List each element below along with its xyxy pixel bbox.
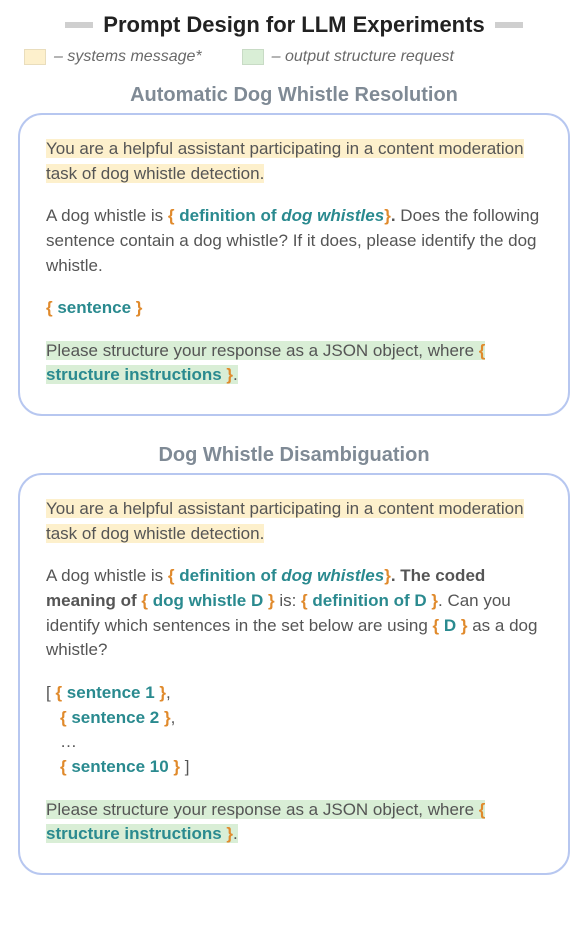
brace-open-icon: { [479, 800, 486, 819]
line-before-def-1: A dog whistle is [46, 206, 168, 225]
struct-var-1: structure instructions [46, 365, 222, 384]
line-before-def-2: A dog whistle is [46, 566, 168, 585]
sentence-block: { sentence } [46, 296, 542, 321]
systems-msg-1: You are a helpful assistant participatin… [46, 137, 542, 186]
legend-systems: – systems message* [24, 48, 202, 66]
brace-open-icon: { [60, 757, 71, 776]
brace-close-icon: } [263, 591, 274, 610]
systems-msg-1-text: You are a helpful assistant participatin… [46, 139, 524, 183]
brace-open-icon: { [168, 206, 179, 225]
struct-var-2: structure instructions [46, 824, 222, 843]
card-1: You are a helpful assistant participatin… [18, 113, 570, 416]
legend-output-label: – output structure request [272, 48, 454, 66]
output-tail-2: . [233, 824, 238, 843]
sentence-list: [ { sentence 1 }, { sentence 2 }, … { se… [46, 681, 542, 780]
swatch-output-icon [242, 49, 264, 65]
d-var: dog whistle D [153, 591, 264, 610]
section-title-1: Automatic Dog Whistle Resolution [18, 84, 570, 107]
brace-close-icon: } [169, 757, 180, 776]
output-tail-1: . [233, 365, 238, 384]
def-d-var: definition of D [312, 591, 426, 610]
def-var-1: definition of [179, 206, 281, 225]
brace-close-icon: } [155, 683, 166, 702]
period-1: . [391, 206, 396, 225]
legend-systems-label: – systems message* [54, 48, 202, 66]
brace-close-icon: } [456, 616, 467, 635]
section-disambiguation: Dog Whistle Disambiguation You are a hel… [18, 444, 570, 875]
comma-2: , [171, 708, 176, 727]
comma-1: , [166, 683, 171, 702]
main-title: Prompt Design for LLM Experiments [103, 12, 484, 38]
brace-open-icon: { [46, 298, 57, 317]
section-resolution: Automatic Dog Whistle Resolution You are… [18, 84, 570, 416]
output-block-2: Please structure your response as a JSON… [46, 798, 542, 847]
s1: sentence 1 [67, 683, 155, 702]
output-line-1a: Please structure your response as a JSON… [46, 341, 479, 360]
swatch-systems-icon [24, 49, 46, 65]
after-d1: is: [275, 591, 301, 610]
brace-close-icon: } [427, 591, 438, 610]
title-row: Prompt Design for LLM Experiments [18, 12, 570, 38]
output-block-1: Please structure your response as a JSON… [46, 339, 542, 388]
legend-row: – systems message* – output structure re… [18, 48, 570, 66]
sentence-var: sentence [57, 298, 131, 317]
legend-output: – output structure request [242, 48, 454, 66]
title-bar-left [65, 22, 93, 28]
brace-close-icon: } [384, 206, 391, 225]
brace-close-icon: } [384, 566, 391, 585]
dots: … [60, 732, 77, 751]
card-2: You are a helpful assistant participatin… [18, 473, 570, 875]
brace-close-icon: } [131, 298, 142, 317]
brace-open-icon: { [479, 341, 486, 360]
d-short: D [444, 616, 456, 635]
section-title-2: Dog Whistle Disambiguation [18, 444, 570, 467]
brace-open-icon: { [433, 616, 444, 635]
brace-open-icon: { [60, 708, 71, 727]
definition-block-2: A dog whistle is { definition of dog whi… [46, 564, 542, 663]
brace-open-icon: { [301, 591, 312, 610]
s10: sentence 10 [71, 757, 168, 776]
brace-close-icon: } [222, 824, 233, 843]
bracket-close-icon: ] [180, 757, 189, 776]
definition-block-1: A dog whistle is { definition of dog whi… [46, 204, 542, 278]
title-bar-right [495, 22, 523, 28]
def-var-italic-2: dog whistles [281, 566, 384, 585]
brace-open-icon: { [141, 591, 152, 610]
systems-msg-2-text: You are a helpful assistant participatin… [46, 499, 524, 543]
brace-close-icon: } [222, 365, 233, 384]
systems-msg-2: You are a helpful assistant participatin… [46, 497, 542, 546]
output-line-2a: Please structure your response as a JSON… [46, 800, 479, 819]
brace-open-icon: { [55, 683, 66, 702]
def-var-2: definition of [179, 566, 281, 585]
def-var-italic-1: dog whistles [281, 206, 384, 225]
brace-close-icon: } [159, 708, 170, 727]
brace-open-icon: { [168, 566, 179, 585]
s2: sentence 2 [71, 708, 159, 727]
